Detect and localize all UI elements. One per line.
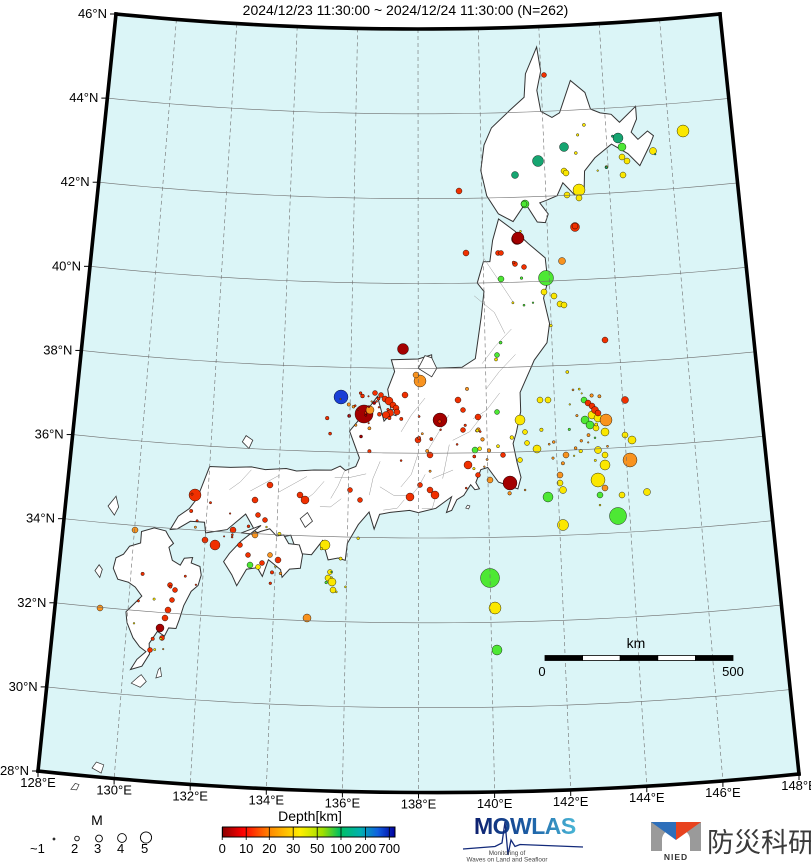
svg-text:42°N: 42°N xyxy=(61,174,90,189)
svg-text:20: 20 xyxy=(262,841,276,856)
svg-text:700: 700 xyxy=(378,841,400,856)
svg-text:500: 500 xyxy=(722,664,744,679)
svg-text:100: 100 xyxy=(330,841,352,856)
svg-text:2: 2 xyxy=(71,841,78,856)
svg-text:200: 200 xyxy=(355,841,377,856)
svg-text:5: 5 xyxy=(141,841,148,856)
svg-text:148°E: 148°E xyxy=(781,778,811,793)
svg-text:30°N: 30°N xyxy=(9,679,38,694)
svg-text:142°E: 142°E xyxy=(553,794,589,809)
svg-text:M: M xyxy=(91,812,103,828)
svg-text:防災科研: 防災科研 xyxy=(707,828,811,858)
svg-text:146°E: 146°E xyxy=(705,785,741,800)
svg-text:Waves on Land and Seafloor: Waves on Land and Seafloor xyxy=(467,857,548,863)
svg-text:44°N: 44°N xyxy=(69,90,98,105)
svg-text:0: 0 xyxy=(538,664,545,679)
svg-text:km: km xyxy=(627,635,646,651)
svg-text:NIED: NIED xyxy=(664,852,688,862)
svg-text:136°E: 136°E xyxy=(325,795,361,810)
svg-text:4: 4 xyxy=(117,841,124,856)
svg-text:130°E: 130°E xyxy=(96,783,132,798)
svg-text:144°E: 144°E xyxy=(629,790,665,805)
svg-text:~1: ~1 xyxy=(30,841,45,856)
svg-text:50: 50 xyxy=(310,841,324,856)
svg-text:MOWLAS: MOWLAS xyxy=(474,813,576,839)
svg-text:10: 10 xyxy=(239,841,253,856)
svg-text:132°E: 132°E xyxy=(172,788,208,803)
svg-text:3: 3 xyxy=(94,841,101,856)
svg-text:36°N: 36°N xyxy=(35,427,64,442)
svg-text:0: 0 xyxy=(219,841,226,856)
svg-text:138°E: 138°E xyxy=(401,797,437,812)
svg-text:30: 30 xyxy=(286,841,300,856)
svg-text:34°N: 34°N xyxy=(26,511,55,526)
svg-text:40°N: 40°N xyxy=(52,258,81,273)
svg-text:38°N: 38°N xyxy=(43,342,72,357)
svg-text:140°E: 140°E xyxy=(477,796,513,811)
svg-text:32°N: 32°N xyxy=(17,595,46,610)
svg-text:134°E: 134°E xyxy=(249,793,285,808)
svg-text:128°E: 128°E xyxy=(20,775,56,790)
